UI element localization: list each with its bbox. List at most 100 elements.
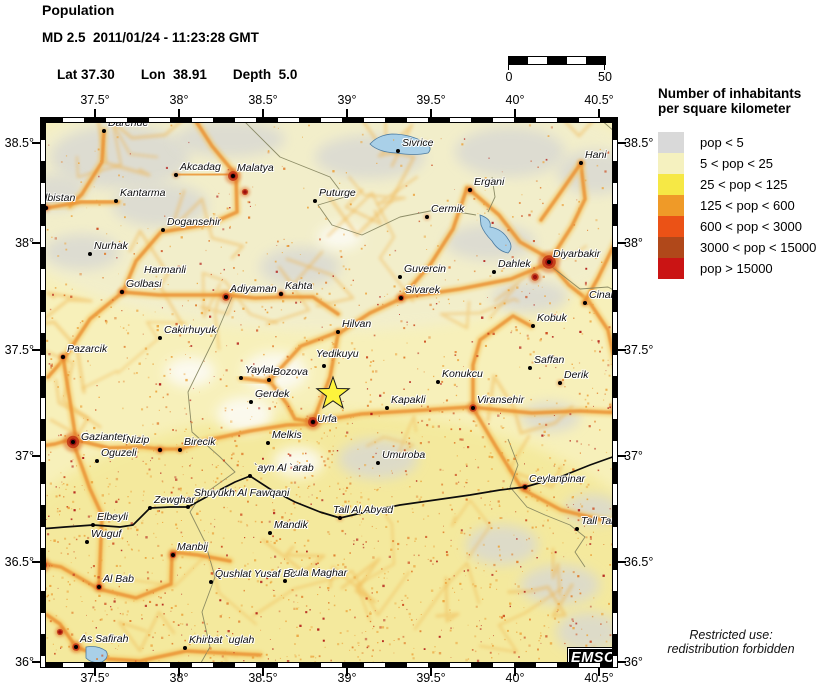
scale-bar-segments (508, 56, 606, 65)
axis-label-top: 38.5° (248, 93, 278, 107)
city-label: Viransehir (477, 394, 525, 406)
legend-swatch (658, 216, 684, 237)
city-dot (322, 364, 326, 368)
map-terrain (40, 117, 618, 668)
city-label: Bozova (273, 366, 309, 378)
legend-swatch (658, 132, 684, 153)
axis-tick-top (598, 109, 600, 117)
axis-tick-left (32, 455, 40, 457)
scale-tick-end (604, 65, 605, 70)
scale-segment (566, 57, 586, 64)
axis-label-right: 38° (624, 236, 643, 250)
axis-tick-bottom (598, 668, 600, 676)
city-label: As Safirah (80, 633, 129, 645)
city-dot (385, 406, 389, 410)
city-dot (239, 376, 243, 380)
axis-tick-right (618, 142, 626, 144)
axis-label-right: 36° (624, 655, 643, 669)
city-dot (528, 366, 532, 370)
city-dot (283, 579, 287, 583)
axis-tick-right (618, 349, 626, 351)
city-label: Oguzeli (101, 447, 137, 459)
axis-label-top: 40° (505, 93, 525, 107)
city-label: Ceylanpinar (529, 473, 586, 485)
city-label: Dogansehir (167, 216, 221, 228)
legend-label: 600 < pop < 3000 (700, 219, 802, 234)
city-dot (44, 206, 48, 210)
city-dot (148, 506, 152, 510)
legend-row: 5 < pop < 25 (658, 153, 822, 174)
city-dot (436, 380, 440, 384)
city-dot (575, 527, 579, 531)
city-label: Ergani (474, 176, 505, 188)
axis-tick-left (32, 661, 40, 663)
city-label: Elbeyli (97, 511, 128, 523)
axis-tick-top (94, 109, 96, 117)
axis-tick-top (178, 109, 180, 117)
axis-label-right: 37° (624, 449, 643, 463)
city-dot (492, 270, 496, 274)
legend-row: 3000 < pop < 15000 (658, 237, 822, 258)
road-lines (40, 454, 618, 530)
city-label: Diyarbakir (553, 248, 601, 260)
legend-label: 3000 < pop < 15000 (700, 240, 817, 255)
city-label: Harmanli (144, 264, 187, 276)
legend-items: pop < 5 5 < pop < 25 25 < pop < 125 125 < p… (658, 132, 822, 279)
city-label: Mandik (274, 519, 308, 531)
axis-tick-bottom (178, 668, 180, 676)
legend-swatch (658, 195, 684, 216)
city-label: Cakirhuyuk (164, 324, 217, 336)
city-label: Dula Maghar (287, 567, 348, 579)
city-dot (88, 252, 92, 256)
city-dot (74, 645, 78, 649)
map-frame-left (40, 117, 46, 668)
restricted-use-note: Restricted use: redistribution forbidden (667, 628, 795, 656)
city-label: Qushlat Yusaf Bc (215, 568, 296, 580)
city-label: Gerdek (255, 388, 290, 400)
event-coordinates: Lat 37.30 Lon 38.91 Depth 5.0 (42, 52, 323, 97)
city-label: Dahlek (498, 258, 531, 270)
axis-label-right: 38.5° (624, 136, 654, 150)
city-dot (425, 215, 429, 219)
city-label: Birecik (184, 436, 216, 448)
scale-segment (585, 57, 606, 64)
city-label: Tall Tam (581, 515, 618, 527)
city-dot (338, 516, 342, 520)
city-dot (171, 553, 175, 557)
city-label: Nurhak (94, 240, 128, 252)
city-dot (468, 188, 472, 192)
city-dot (120, 290, 124, 294)
city-label: Kahta (285, 280, 313, 292)
city-label: Yaylak (245, 364, 276, 376)
axis-tick-top (262, 109, 264, 117)
axis-tick-right (618, 661, 626, 663)
axis-label-left: 38.5° (4, 136, 34, 150)
axis-label-top: 39.5° (416, 93, 446, 107)
city-dot (178, 448, 182, 452)
axis-label-top: 38° (169, 93, 189, 107)
city-dot (71, 440, 75, 444)
city-label: Zewghar (154, 494, 195, 506)
city-label: Saffan (534, 354, 565, 366)
city-label: Sivrice (402, 137, 434, 149)
legend-row: 600 < pop < 3000 (658, 216, 822, 237)
city-dot (231, 174, 235, 178)
city-label: Melkis (272, 429, 302, 441)
city-dot (266, 441, 270, 445)
city-dot (311, 420, 315, 424)
axis-tick-bottom (430, 668, 432, 676)
city-dot (249, 400, 253, 404)
legend-swatch (658, 174, 684, 195)
city-dot (471, 406, 475, 410)
city-dot (531, 324, 535, 328)
city-label: Gaziantep (81, 431, 129, 443)
city-label: Cinar (589, 289, 615, 301)
city-dot (376, 461, 380, 465)
city-dot (95, 459, 99, 463)
city-dot (399, 296, 403, 300)
scale-segment (547, 57, 567, 64)
scale-max-label: 50 (598, 70, 612, 84)
axis-tick-bottom (262, 668, 264, 676)
city-label: Nizip (126, 434, 150, 446)
city-dot (85, 540, 89, 544)
